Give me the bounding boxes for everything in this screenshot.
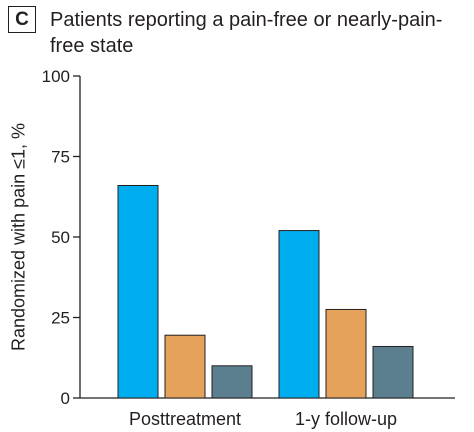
x-category-label: Posttreatment [129, 409, 241, 429]
y-tick-label: 50 [51, 228, 70, 247]
panel-label-badge: C [8, 6, 36, 33]
x-category-label: 1-y follow-up [295, 409, 397, 429]
bar-series-2-posttreatment [164, 334, 206, 399]
bar-series-3-followup [372, 345, 414, 399]
chart-title: Patients reporting a pain-free or nearly… [50, 9, 443, 57]
y-tick-label: 100 [42, 67, 70, 86]
bar-series-1-followup [278, 230, 320, 399]
y-tick-label: 0 [61, 389, 70, 408]
bar-series-1-posttreatment [117, 184, 159, 399]
bar-series-2-followup [325, 308, 367, 399]
y-tick-label: 25 [51, 309, 70, 328]
y-tick-label: 75 [51, 148, 70, 167]
bar-series-3-posttreatment [211, 365, 253, 399]
